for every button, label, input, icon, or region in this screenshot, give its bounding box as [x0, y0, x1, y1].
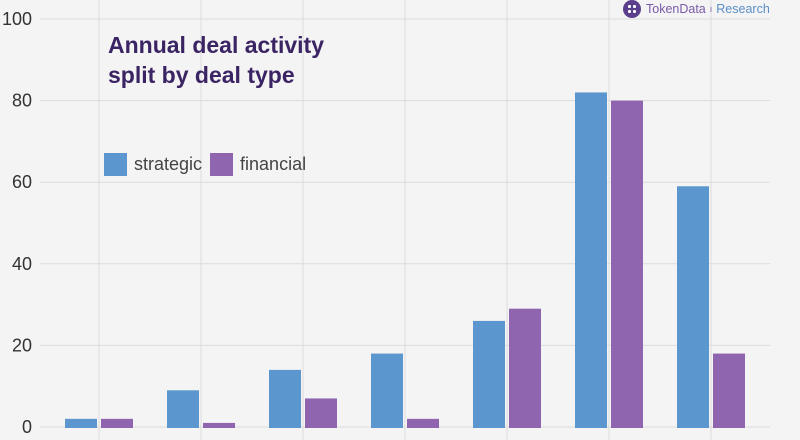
- bar-financial-6: [611, 100, 643, 428]
- bar-financial-5: [509, 308, 541, 428]
- bar-strategic-2: [167, 390, 199, 428]
- grid-lines: [40, 0, 770, 440]
- brand-logo: TokenData ı Research: [623, 0, 770, 18]
- chart-title-line-2: split by deal type: [108, 62, 295, 88]
- bar-financial-1: [101, 418, 133, 428]
- brand-separator: ı: [709, 4, 713, 14]
- legend-swatch-strategic: [104, 153, 127, 176]
- y-axis-ticks: 0 20 40 60 80 100: [2, 9, 32, 437]
- bar-financial-4: [407, 418, 439, 428]
- brand-name: TokenData: [646, 2, 706, 16]
- y-tick-label: 80: [12, 91, 32, 111]
- bar-strategic-3: [269, 369, 301, 428]
- chart-title: Annual deal activity split by deal type: [108, 30, 324, 90]
- token-data-logo-icon: [623, 0, 641, 18]
- y-tick-label: 40: [12, 254, 32, 274]
- bar-strategic-1: [65, 418, 97, 428]
- legend-label-financial: financial: [240, 154, 307, 174]
- bar-strategic-7: [677, 186, 709, 428]
- legend-label-strategic: strategic: [134, 154, 203, 174]
- bar-strategic-6: [575, 92, 607, 428]
- bar-financial-7: [713, 353, 745, 428]
- y-tick-label: 60: [12, 172, 32, 192]
- legend: strategic financial: [104, 153, 314, 176]
- legend-item-strategic: strategic: [104, 153, 202, 176]
- bar-financial-3: [305, 398, 337, 428]
- y-tick-label: 100: [2, 9, 32, 29]
- y-tick-label: 0: [22, 417, 32, 437]
- bar-strategic-4: [371, 353, 403, 428]
- bar-strategic-5: [473, 320, 505, 428]
- chart-title-line-1: Annual deal activity: [108, 32, 325, 58]
- legend-swatch-financial: [210, 153, 234, 176]
- bar-financial-2: [203, 422, 235, 428]
- y-tick-label: 20: [12, 335, 32, 355]
- bars: [65, 92, 745, 428]
- legend-item-financial: financial: [210, 153, 306, 176]
- brand-sub: Research: [716, 2, 770, 16]
